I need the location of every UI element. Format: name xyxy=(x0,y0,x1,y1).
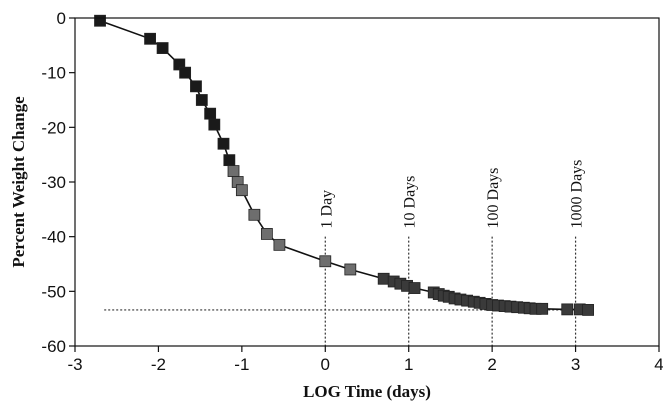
data-point xyxy=(195,94,208,106)
data-point xyxy=(408,282,421,294)
time-marker-label: 1 Day xyxy=(318,190,335,229)
data-point xyxy=(227,165,240,177)
data-point xyxy=(582,304,594,316)
y-tick-label: -50 xyxy=(41,282,66,301)
data-point xyxy=(273,238,286,251)
y-tick-label: 0 xyxy=(57,9,66,28)
data-point xyxy=(156,42,169,54)
x-tick-label: 2 xyxy=(487,355,496,374)
marker-layer xyxy=(94,14,594,316)
data-point xyxy=(94,14,106,27)
data-point xyxy=(204,107,217,120)
x-tick-label: -2 xyxy=(151,355,166,374)
x-tick-label: 0 xyxy=(321,355,330,374)
y-tick-label: -10 xyxy=(41,64,66,83)
x-tick-label: 3 xyxy=(571,355,580,374)
y-axis-title: Percent Weight Change xyxy=(9,96,28,268)
data-point xyxy=(319,255,332,268)
x-axis-title: LOG Time (days) xyxy=(303,382,431,401)
data-point xyxy=(190,80,202,93)
data-point xyxy=(179,66,192,79)
guide-layer xyxy=(104,236,589,346)
series-line xyxy=(99,19,589,311)
x-tick-label: 1 xyxy=(404,355,413,374)
tick-layer: -3 -2 -1 0 1 2 3 40-10-20-30-40-50-60 xyxy=(41,9,663,374)
data-point xyxy=(260,228,273,240)
data-point xyxy=(208,118,221,131)
x-tick-label: -1 xyxy=(234,355,249,374)
data-point xyxy=(344,263,357,276)
data-point xyxy=(144,32,156,45)
data-point xyxy=(223,154,236,167)
data-point xyxy=(235,184,248,197)
data-point xyxy=(248,208,261,221)
time-marker-label: 10 Days xyxy=(402,176,419,229)
x-tick-label: 4 xyxy=(654,355,663,374)
time-marker-label: 1000 Days xyxy=(569,160,586,229)
y-tick-label: -40 xyxy=(41,228,66,247)
annotation-layer: 1 Day 10 Days 100 Days 1000 Days xyxy=(318,160,585,229)
time-marker-label: 100 Days xyxy=(485,168,502,229)
data-point xyxy=(217,137,230,150)
data-point xyxy=(377,272,390,285)
y-tick-label: -30 xyxy=(41,173,66,192)
y-tick-label: -20 xyxy=(41,118,66,137)
data-point xyxy=(561,303,574,316)
curve-layer xyxy=(99,19,589,311)
y-tick-label: -60 xyxy=(41,337,66,356)
data-point xyxy=(536,302,549,315)
x-tick-label: -3 xyxy=(67,355,82,374)
